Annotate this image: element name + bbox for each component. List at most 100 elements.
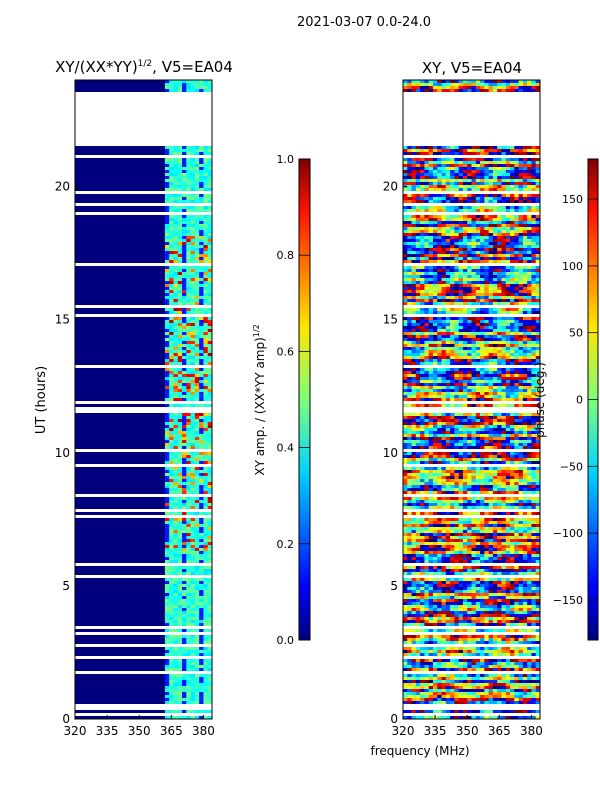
heatmap-cell bbox=[190, 284, 196, 287]
heatmap-cell bbox=[182, 605, 187, 608]
heatmap-cell bbox=[424, 362, 430, 365]
heatmap-cell bbox=[441, 440, 447, 443]
heatmap-cell bbox=[182, 353, 187, 356]
heatmap-cell bbox=[182, 398, 187, 401]
heatmap-cell bbox=[169, 470, 174, 473]
heatmap-cell bbox=[194, 545, 200, 548]
heatmap-cell bbox=[437, 188, 442, 191]
heatmap-row bbox=[75, 371, 212, 374]
heatmap-cell bbox=[535, 257, 541, 260]
heatmap-cell bbox=[173, 578, 179, 581]
heatmap-cell bbox=[420, 230, 425, 233]
heatmap-cell bbox=[462, 251, 468, 254]
heatmap-cell bbox=[467, 419, 472, 422]
heatmap-cell bbox=[475, 188, 481, 191]
heatmap-cell bbox=[194, 242, 200, 245]
heatmap-cell bbox=[462, 206, 468, 209]
heatmap-cell bbox=[199, 698, 204, 701]
heatmap-cell bbox=[194, 470, 200, 473]
heatmap-cell bbox=[510, 293, 515, 296]
heatmap-cell bbox=[497, 353, 502, 356]
heatmap-cell bbox=[501, 281, 507, 284]
heatmap-cell bbox=[518, 281, 524, 284]
heatmap-cell bbox=[510, 374, 515, 377]
heatmap-cell bbox=[458, 260, 464, 263]
heatmap-cell bbox=[420, 293, 425, 296]
heatmap-cell bbox=[445, 374, 451, 377]
heatmap-cell bbox=[454, 386, 460, 389]
heatmap-cell bbox=[186, 527, 191, 530]
heatmap-cell bbox=[450, 257, 455, 260]
heatmap-cell bbox=[480, 284, 485, 287]
heatmap-cell bbox=[527, 362, 532, 365]
heatmap-cell bbox=[441, 287, 447, 290]
heatmap-cell bbox=[514, 83, 519, 86]
heatmap-row bbox=[75, 395, 212, 398]
heatmap-cell bbox=[411, 230, 417, 233]
heatmap-cell bbox=[497, 281, 502, 284]
heatmap-cell bbox=[173, 512, 179, 515]
heatmap-cell bbox=[518, 200, 524, 203]
heatmap-cell bbox=[199, 590, 204, 593]
heatmap-cell bbox=[480, 236, 485, 239]
heatmap-cell bbox=[164, 170, 170, 173]
heatmap-cell bbox=[432, 230, 438, 233]
heatmap-cell bbox=[441, 329, 447, 332]
heatmap-cell bbox=[169, 386, 174, 389]
heatmap-cell bbox=[190, 524, 196, 527]
heatmap-cell bbox=[514, 245, 519, 248]
heatmap-cell bbox=[505, 341, 511, 344]
heatmap-row bbox=[75, 698, 212, 701]
heatmap-cell bbox=[173, 422, 179, 425]
heatmap-cell bbox=[203, 197, 209, 200]
heatmap-cell bbox=[177, 368, 183, 371]
heatmap-row bbox=[75, 326, 212, 329]
heatmap-cell bbox=[194, 389, 200, 392]
heatmap-row bbox=[75, 602, 212, 605]
heatmap-cell bbox=[173, 659, 179, 662]
heatmap-cell bbox=[194, 596, 200, 599]
heatmap-cell bbox=[458, 383, 464, 386]
heatmap-cell bbox=[441, 251, 447, 254]
heatmap-cell bbox=[475, 287, 481, 290]
heatmap-cell bbox=[190, 659, 196, 662]
heatmap-cell bbox=[207, 662, 213, 665]
heatmap-cell bbox=[403, 233, 408, 236]
heatmap-cell bbox=[462, 248, 468, 251]
heatmap-cell bbox=[182, 296, 187, 299]
heatmap-cell bbox=[403, 278, 408, 281]
heatmap-cell bbox=[173, 86, 179, 89]
heatmap-cell bbox=[492, 353, 498, 356]
heatmap-cell bbox=[492, 293, 498, 296]
heatmap-cell bbox=[535, 218, 541, 221]
heatmap-cell bbox=[203, 320, 209, 323]
heatmap-cell bbox=[432, 275, 438, 278]
heatmap-cell bbox=[194, 506, 200, 509]
heatmap-cell bbox=[535, 209, 541, 212]
heatmap-cell bbox=[169, 422, 174, 425]
heatmap-cell bbox=[441, 368, 447, 371]
heatmap-cell bbox=[186, 440, 191, 443]
heatmap-cell bbox=[207, 272, 213, 275]
heatmap-cell bbox=[186, 236, 191, 239]
heatmap-cell bbox=[462, 320, 468, 323]
heatmap-cell bbox=[535, 404, 541, 407]
heatmap-cell bbox=[441, 161, 447, 164]
heatmap-cell bbox=[441, 218, 447, 221]
heatmap-cell bbox=[186, 158, 191, 161]
heatmap-cell bbox=[514, 428, 519, 431]
heatmap-cell bbox=[169, 356, 174, 359]
heatmap-cell bbox=[505, 83, 511, 86]
heatmap-row bbox=[75, 584, 212, 587]
heatmap-cell bbox=[467, 197, 472, 200]
heatmap-cell bbox=[522, 167, 528, 170]
heatmap-cell bbox=[484, 206, 490, 209]
heatmap-cell bbox=[527, 386, 532, 389]
heatmap-cell bbox=[424, 299, 430, 302]
heatmap-cell bbox=[441, 335, 447, 338]
heatmap-cell bbox=[471, 377, 477, 380]
heatmap-cell bbox=[454, 248, 460, 251]
heatmap-row bbox=[75, 617, 212, 620]
heatmap-cell bbox=[535, 416, 541, 419]
heatmap-cell bbox=[514, 329, 519, 332]
